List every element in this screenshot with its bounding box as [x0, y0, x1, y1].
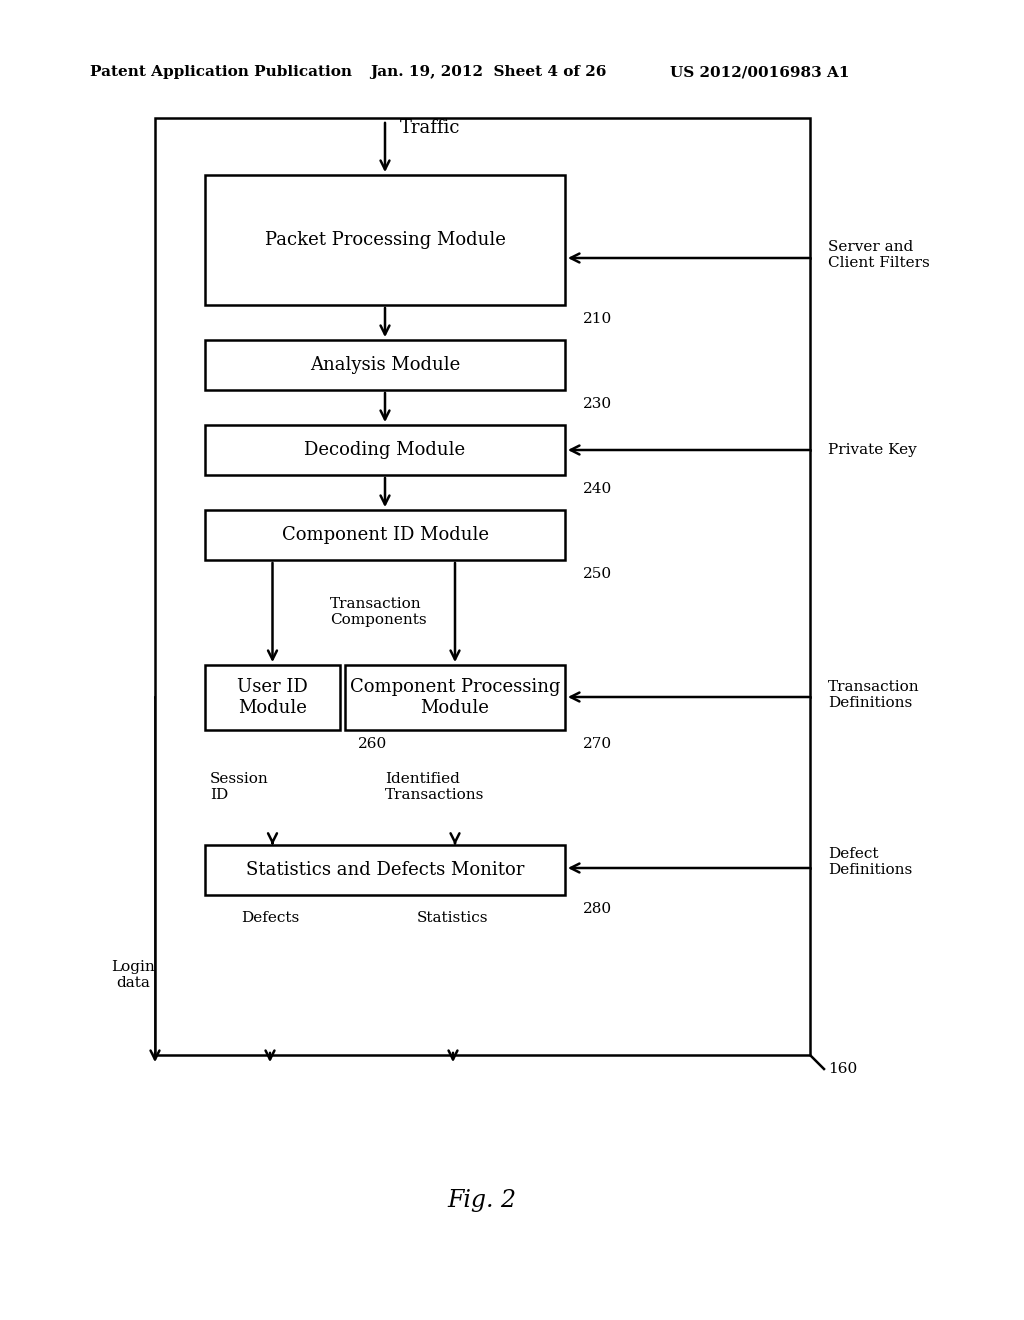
Bar: [155, 117, 810, 1055]
Text: 280: 280: [583, 902, 612, 916]
Bar: [205, 665, 340, 730]
Text: Component ID Module: Component ID Module: [282, 525, 488, 544]
Text: Login
data: Login data: [112, 960, 155, 990]
Text: Patent Application Publication: Patent Application Publication: [90, 65, 352, 79]
Text: Jan. 19, 2012  Sheet 4 of 26: Jan. 19, 2012 Sheet 4 of 26: [370, 65, 606, 79]
Text: Identified
Transactions: Identified Transactions: [385, 772, 484, 803]
Text: Component Processing
Module: Component Processing Module: [350, 678, 560, 717]
Text: 270: 270: [583, 737, 612, 751]
Text: Decoding Module: Decoding Module: [304, 441, 466, 459]
Text: 160: 160: [828, 1063, 857, 1076]
Text: 230: 230: [583, 397, 612, 411]
Text: Transaction
Components: Transaction Components: [330, 597, 427, 627]
Text: User ID
Module: User ID Module: [238, 678, 308, 717]
Text: Statistics: Statistics: [417, 911, 488, 925]
Text: Transaction
Definitions: Transaction Definitions: [828, 680, 920, 710]
Text: Analysis Module: Analysis Module: [310, 356, 460, 374]
Text: 250: 250: [583, 568, 612, 581]
Text: Defects: Defects: [241, 911, 299, 925]
Bar: [205, 176, 565, 305]
Text: 210: 210: [583, 312, 612, 326]
Text: Packet Processing Module: Packet Processing Module: [264, 231, 506, 249]
Text: US 2012/0016983 A1: US 2012/0016983 A1: [670, 65, 850, 79]
Bar: [205, 425, 565, 475]
Bar: [345, 665, 565, 730]
Text: 240: 240: [583, 482, 612, 496]
Text: Private Key: Private Key: [828, 444, 916, 457]
Text: Fig. 2: Fig. 2: [447, 1188, 516, 1212]
Bar: [205, 341, 565, 389]
Text: Statistics and Defects Monitor: Statistics and Defects Monitor: [246, 861, 524, 879]
Bar: [205, 510, 565, 560]
Text: 260: 260: [358, 737, 387, 751]
Text: Session
ID: Session ID: [210, 772, 268, 803]
Text: Defect
Definitions: Defect Definitions: [828, 847, 912, 876]
Text: Server and
Client Filters: Server and Client Filters: [828, 240, 930, 271]
Text: Traffic: Traffic: [400, 119, 461, 137]
Bar: [205, 845, 565, 895]
